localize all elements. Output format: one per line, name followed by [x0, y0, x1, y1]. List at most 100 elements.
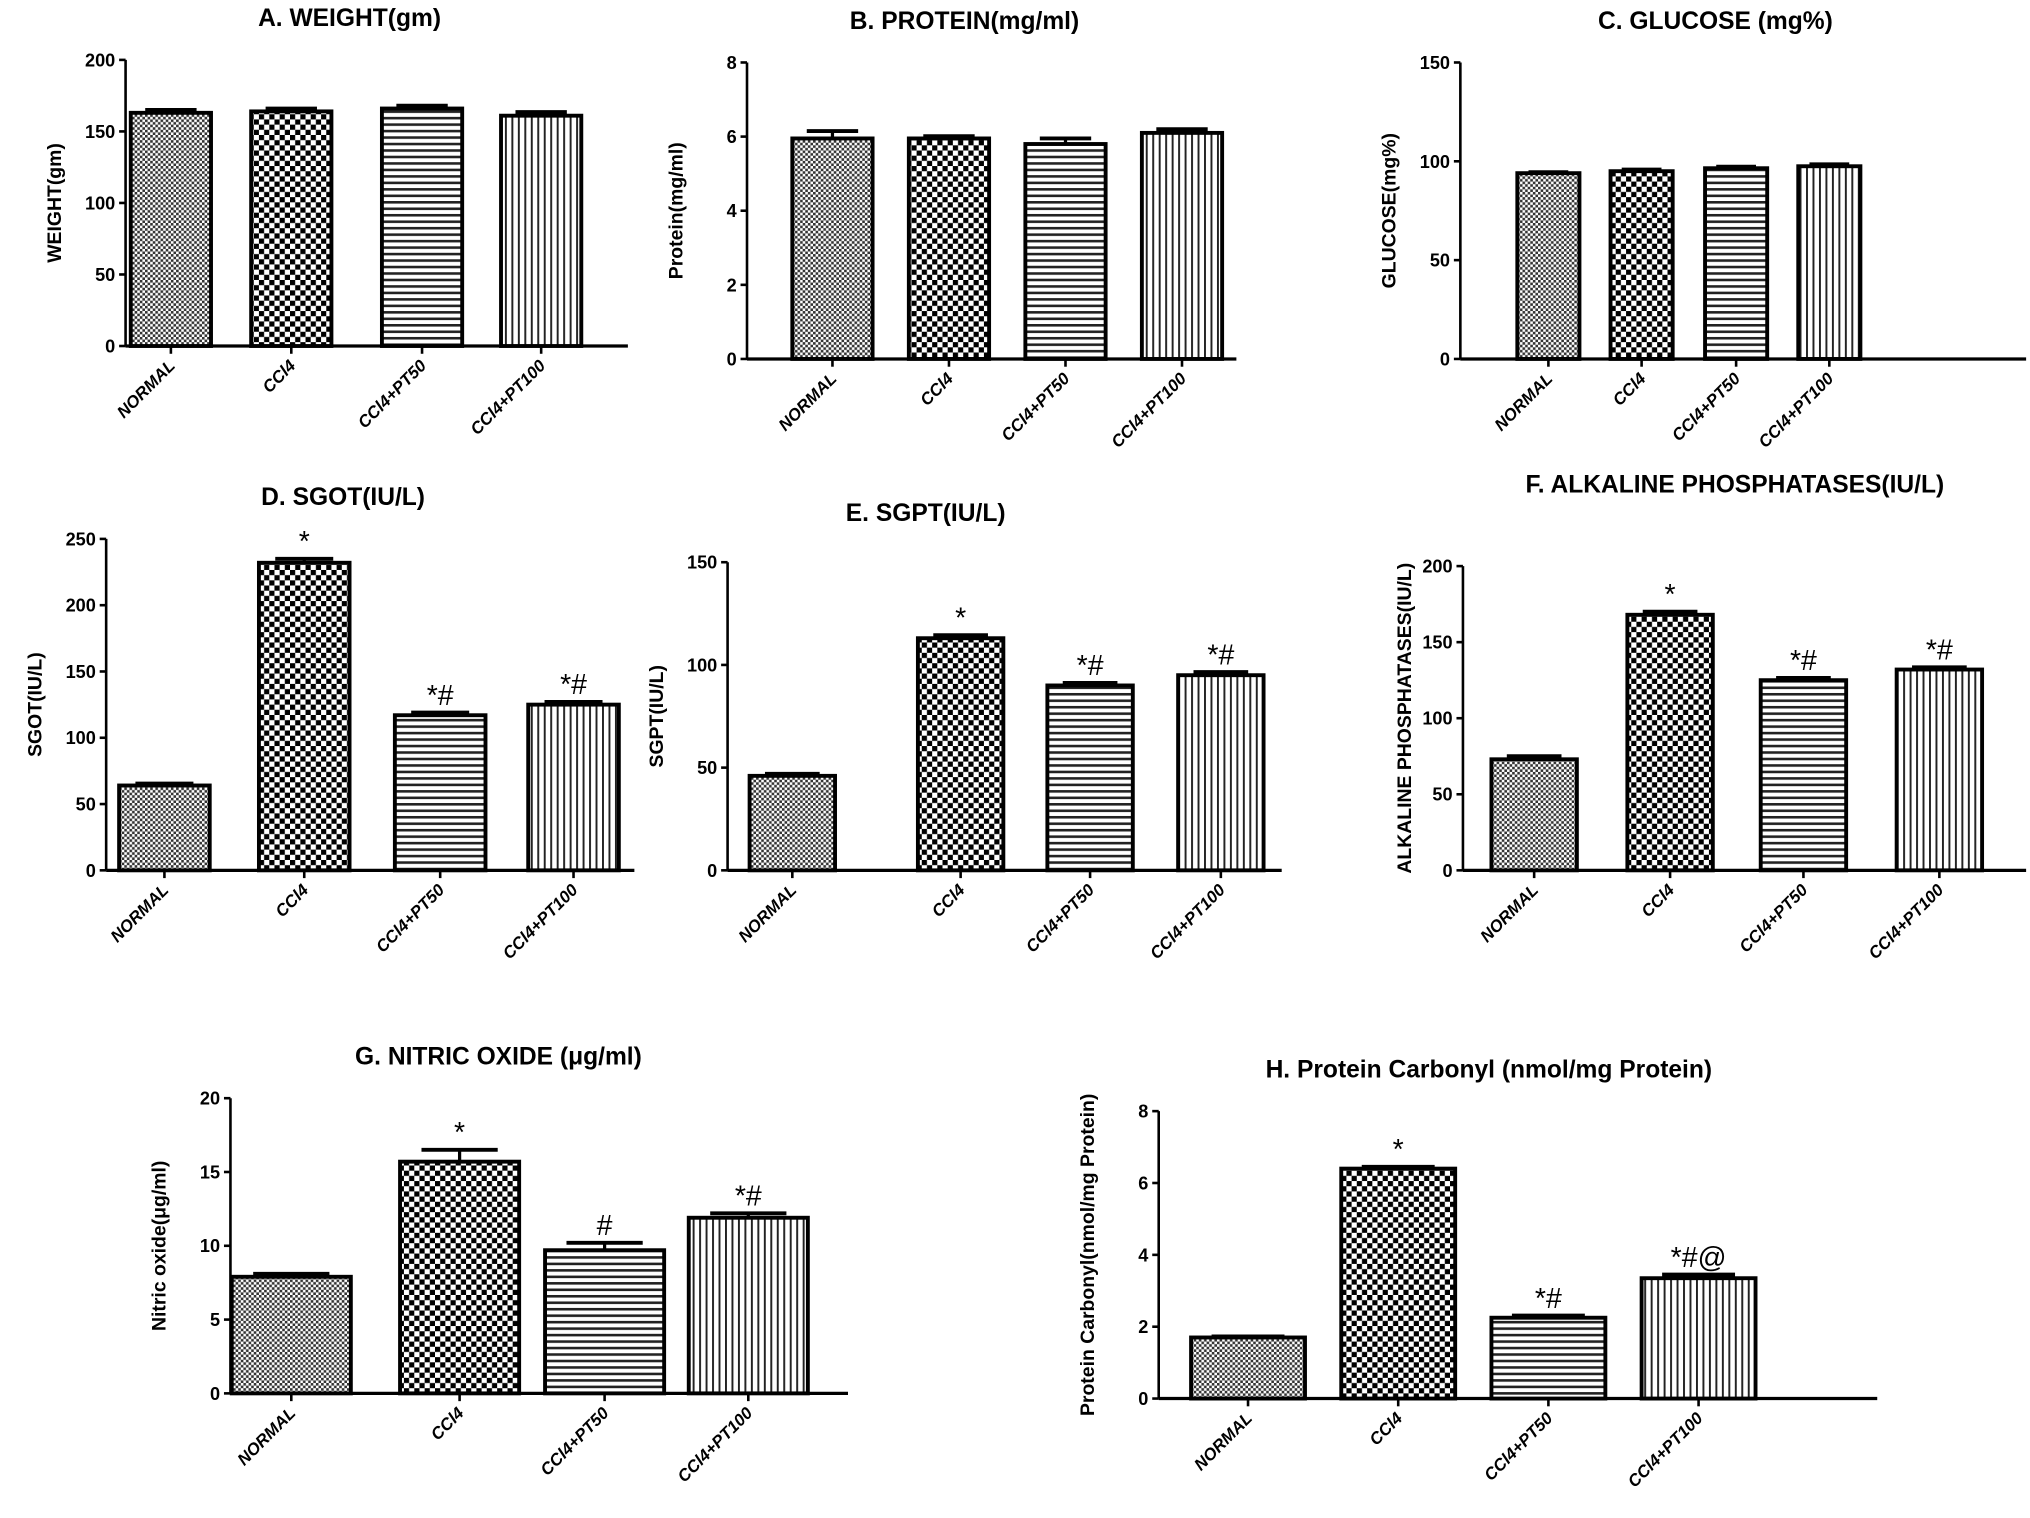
x-tick-label: CCl4	[1366, 1408, 1407, 1449]
bar-ccl4-pt50	[1045, 683, 1135, 873]
y-tick-label: 4	[727, 201, 737, 221]
significance-label: *#	[735, 1181, 762, 1213]
significance-label: *#	[560, 669, 587, 701]
x-tick-label: CCl4+PT100	[499, 880, 582, 963]
y-tick-label: 200	[66, 596, 96, 616]
y-tick-label: 150	[66, 662, 96, 682]
chart-title: A. WEIGHT(gm)	[258, 5, 441, 32]
y-tick-label: 4	[1138, 1245, 1148, 1265]
y-tick-label: 100	[85, 193, 115, 213]
x-tick-label: CCl4+PT100	[1755, 369, 1838, 452]
y-tick-label: 200	[85, 50, 115, 70]
chart-title: C. GLUCOSE (mg%)	[1598, 8, 1833, 35]
y-tick-label: 0	[1440, 349, 1450, 369]
significance-label: *#	[1077, 650, 1104, 682]
bar-normal	[229, 1274, 353, 1396]
chart-panel-d: D. SGOT(IU/L) 0 50 100 150 200 250 SGOT(IU/L) NO…	[24, 484, 635, 963]
bar-ccl4-pt100	[1176, 673, 1266, 873]
y-tick-label: 0	[86, 861, 96, 881]
y-tick-label: 0	[727, 349, 737, 369]
x-tick-label: NORMAL	[107, 880, 173, 946]
y-tick-label: 8	[727, 53, 737, 73]
y-tick-label: 50	[95, 265, 115, 285]
y-tick-label: 100	[66, 728, 96, 748]
chart-title: G. NITRIC OXIDE (μg/ml)	[355, 1044, 642, 1071]
x-tick-label: CCl4	[1609, 369, 1650, 410]
bar-ccl4-pt100	[1796, 164, 1863, 361]
bar-ccl4	[1625, 612, 1715, 873]
x-tick-label: CCl4+PT100	[1865, 880, 1948, 963]
y-tick-label: 10	[200, 1236, 220, 1256]
x-tick-label: CCl4	[916, 369, 957, 410]
y-axis-label: Protein Carbonyl(nmol/mg Protein)	[1077, 1094, 1099, 1416]
bar-ccl4-pt50	[379, 106, 465, 348]
y-tick-label: 6	[1138, 1173, 1148, 1193]
bar-ccl4-pt50	[1703, 166, 1770, 361]
y-tick-label: 150	[1422, 633, 1452, 653]
bar-ccl4	[906, 136, 992, 361]
y-axis-label: Nitric oxide(μg/ml)	[149, 1161, 171, 1331]
x-tick-label: CCl4+PT50	[998, 369, 1074, 445]
x-tick-label: NORMAL	[113, 356, 179, 422]
y-tick-label: 2	[727, 275, 737, 295]
y-axis-label: GLUCOSE(mg%)	[1379, 133, 1401, 288]
bar-normal	[1189, 1335, 1307, 1401]
chart-panel-e: E. SGPT(IU/L) 0 50 100 150 SGPT(IU/L) NORMAL * C…	[646, 500, 1282, 963]
y-tick-label: 150	[85, 122, 115, 142]
x-tick-label: NORMAL	[234, 1403, 300, 1469]
chart-title: D. SGOT(IU/L)	[261, 484, 425, 511]
y-axis-label: ALKALINE PHOSPHATASES(IU/L)	[1394, 563, 1416, 874]
bar-normal	[117, 783, 212, 873]
chart-title: F. ALKALINE PHOSPHATASES(IU/L)	[1525, 471, 1944, 498]
chart-panel-b: B. PROTEIN(mg/ml) 0 2 4 6 8 Protein(mg/ml) NORM…	[665, 8, 1237, 452]
chart-title: B. PROTEIN(mg/ml)	[850, 8, 1079, 35]
y-tick-label: 8	[1138, 1102, 1148, 1122]
y-tick-label: 100	[1420, 152, 1450, 172]
bar-normal	[747, 773, 837, 873]
y-tick-label: 0	[1443, 861, 1453, 881]
bar-ccl4	[398, 1159, 522, 1396]
x-tick-label: CCl4+PT100	[1624, 1408, 1707, 1491]
bar-normal	[1489, 757, 1579, 873]
y-axis-label: SGOT(IU/L)	[24, 652, 46, 757]
x-tick-label: CCl4+PT50	[372, 880, 448, 956]
x-tick-label: CCl4	[427, 1403, 468, 1444]
x-tick-label: CCl4	[272, 880, 313, 921]
x-tick-label: CCl4+PT100	[467, 356, 550, 439]
y-tick-label: 250	[66, 529, 96, 549]
bar-ccl4-pt100	[1139, 130, 1225, 361]
x-tick-label: CCl4+PT100	[1146, 880, 1229, 963]
y-tick-label: 5	[210, 1310, 220, 1330]
chart-title: H. Protein Carbonyl (nmol/mg Protein)	[1266, 1056, 1713, 1083]
significance-label: *	[1665, 579, 1676, 611]
y-tick-label: 150	[687, 553, 717, 573]
x-tick-label: CCl4	[259, 356, 300, 397]
bar-ccl4	[249, 109, 334, 348]
bar-ccl4-pt50	[1758, 678, 1849, 873]
y-axis-label: SGPT(IU/L)	[646, 665, 668, 767]
chart-panel-a: A. WEIGHT(gm) 0 50 100 150 200 WEIGHT(gm) NORMA…	[44, 5, 628, 439]
x-tick-label: CCl4+PT50	[1022, 880, 1098, 956]
bar-ccl4-pt50	[1023, 142, 1108, 361]
significance-label: *	[955, 602, 966, 634]
significance-label: *#	[1926, 634, 1953, 666]
x-tick-label: CCl4+PT50	[354, 356, 430, 432]
x-tick-label: NORMAL	[1190, 1409, 1256, 1475]
x-tick-label: CCl4+PT100	[674, 1403, 757, 1486]
bar-normal	[790, 136, 875, 361]
y-tick-label: 100	[687, 655, 717, 675]
bar-ccl4-pt100	[499, 113, 584, 348]
x-tick-label: NORMAL	[735, 880, 801, 946]
x-tick-label: CCl4+PT50	[1736, 880, 1812, 956]
bar-ccl4-pt50	[543, 1248, 667, 1396]
bar-ccl4	[256, 560, 352, 873]
bar-ccl4-pt50	[392, 713, 488, 873]
bar-ccl4-pt100	[1894, 667, 1985, 873]
x-tick-label: NORMAL	[1476, 880, 1542, 946]
significance-label: *#	[1207, 639, 1234, 671]
bar-ccl4-pt100	[1639, 1276, 1758, 1401]
significance-label: *#	[427, 680, 454, 712]
y-tick-label: 2	[1138, 1317, 1148, 1337]
x-tick-label: CCl4+PT50	[537, 1403, 613, 1479]
y-tick-label: 0	[707, 861, 717, 881]
